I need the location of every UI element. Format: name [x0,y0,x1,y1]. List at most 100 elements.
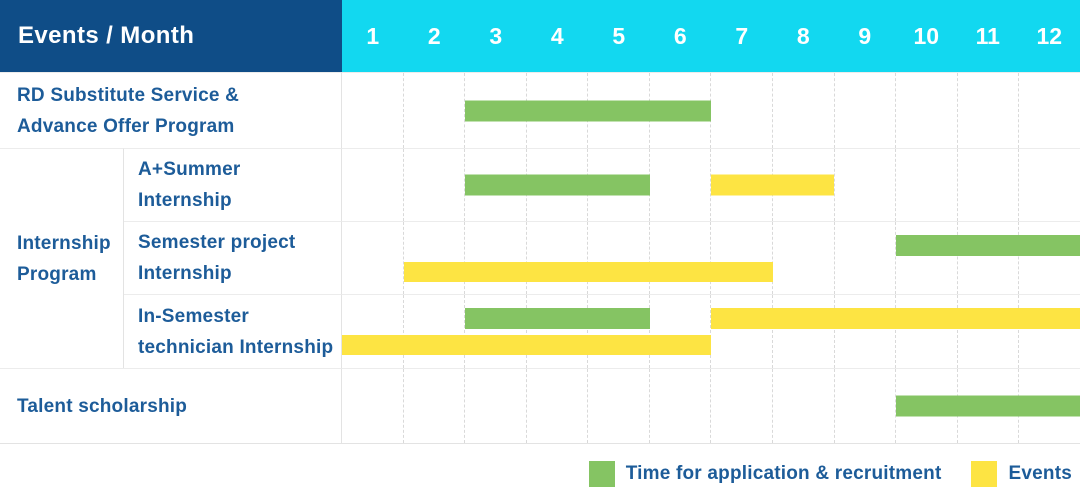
month-gridcell [650,369,712,443]
row-label-line: Advance Offer Program [17,115,235,137]
month-gridcell [404,149,466,221]
month-gridcell [711,295,774,368]
month-gridcell [650,222,712,294]
month-gridcell [650,149,712,221]
application-recruitment-bar [895,235,1080,256]
row-label-line: RD Substitute Service & [17,84,240,106]
group-label-line: Internship [17,232,111,254]
month-header-7: 7 [735,22,749,49]
month-gridcell [773,149,835,221]
row-label-line: Internship [138,190,232,211]
month-header-6: 6 [673,22,687,49]
month-header-2: 2 [427,22,441,49]
month-header-row: 1 2 3 4 5 6 7 8 9 10 11 12 [342,0,1080,72]
events-month-table: Events / Month 1 2 3 4 5 6 7 8 9 10 11 12 RD Substi… [0,0,1080,444]
month-gridcell [404,222,466,294]
month-gridcell [342,369,404,443]
month-gridlines [342,73,1080,148]
month-gridcell [773,295,835,368]
month-gridcell [896,295,958,368]
month-gridcell [465,369,527,443]
yellow-swatch-icon [971,461,998,487]
row-label-line: technician Internship [138,336,334,358]
application-recruitment-bar [465,100,711,121]
row-label-line: Internship [138,263,232,284]
month-gridcell [588,222,650,294]
legend-label: Time for application & recruitment [625,463,942,484]
month-gridcell [342,222,404,294]
month-gridcell [773,222,835,294]
application-recruitment-bar [465,174,650,196]
legend-item-1: Events [971,461,1072,487]
row-label-line: Talent scholarship [17,395,188,417]
month-header-11: 11 [975,22,1000,49]
month-header-12: 12 [1036,22,1063,49]
month-gridcell [1019,149,1080,221]
month-gridcell [342,149,404,221]
row-chart-area-0 [342,72,1080,148]
month-gridcell [588,295,650,368]
month-gridcell [465,295,527,368]
month-gridcell [835,222,897,294]
month-gridcell [404,369,466,443]
month-gridlines [342,222,1080,294]
green-swatch-icon [588,461,615,487]
month-gridcell [896,149,958,221]
row-label-4: Talent scholarship [0,368,342,443]
month-gridcell [958,149,1020,221]
month-header-5: 5 [612,22,626,49]
month-header-9: 9 [858,22,872,49]
month-gridcell [527,295,589,368]
month-gridcell [1019,73,1080,148]
row-chart-area-4 [342,368,1080,443]
group-label-line: Program [17,263,97,285]
month-gridcell [711,222,774,294]
month-gridcell [773,73,835,148]
month-header-1: 1 [366,22,380,49]
month-header-8: 8 [796,22,810,49]
row-label-0: RD Substitute Service & Advance Offer Pro… [0,72,342,148]
application-recruitment-bar [465,308,650,329]
events-bar [342,335,711,355]
month-gridcell [588,369,650,443]
month-gridcell [835,295,897,368]
month-gridcell [835,149,897,221]
month-gridlines [342,295,1080,368]
legend-label: Events [1008,463,1072,484]
row-label-line: A+Summer [138,159,241,180]
month-gridcell [711,73,774,148]
month-gridcell [958,73,1020,148]
row-label-line: Semester project [138,232,296,253]
month-header-3: 3 [489,22,503,49]
events-bar [711,174,834,196]
row-chart-area-1 [342,148,1080,221]
month-gridcell [527,222,589,294]
group-label-internship-program: Internship Program [0,148,124,368]
month-gridcell [1019,295,1080,368]
month-gridcell [342,295,404,368]
row-label-3: In-Semester technician Internship [124,294,342,368]
table-header-title: Events / Month [0,0,342,72]
row-chart-area-3 [342,294,1080,368]
row-chart-area-2 [342,221,1080,294]
month-gridcell [650,295,712,368]
month-gridcell [958,295,1020,368]
legend-item-0: Time for application & recruitment [588,461,942,487]
events-bar [403,262,773,282]
month-header-4: 4 [550,22,564,49]
application-recruitment-bar [895,395,1080,417]
month-gridcell [342,73,404,148]
month-gridcell [896,222,958,294]
month-gridcell [835,73,897,148]
month-gridcell [1019,222,1080,294]
month-header-10: 10 [913,22,940,49]
month-gridcell [404,295,466,368]
month-gridcell [527,369,589,443]
month-gridcell [958,222,1020,294]
row-label-2: Semester project Internship [124,221,342,294]
legend: Time for application & recruitment Events [588,461,1072,487]
month-gridcell [465,222,527,294]
events-bar [711,308,1080,329]
month-gridcell [773,369,835,443]
